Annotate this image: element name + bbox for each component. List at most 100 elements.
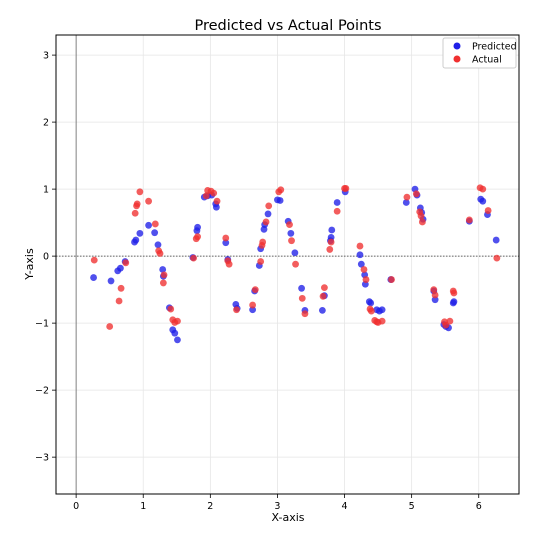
actual-point bbox=[265, 202, 273, 210]
actual-point bbox=[326, 246, 334, 253]
actual-point bbox=[159, 279, 167, 287]
predicted-point bbox=[117, 264, 124, 272]
predicted-point bbox=[328, 226, 336, 234]
actual-point bbox=[156, 250, 164, 257]
actual-point bbox=[262, 218, 270, 226]
predicted-point bbox=[159, 266, 167, 273]
actual-point bbox=[277, 186, 285, 194]
predicted-point bbox=[132, 236, 140, 244]
actual-point bbox=[133, 200, 141, 208]
predicted-point bbox=[479, 197, 487, 205]
actual-point bbox=[388, 276, 395, 283]
actual-point bbox=[319, 292, 327, 300]
actual-point bbox=[292, 260, 299, 268]
predicted-point bbox=[90, 274, 97, 281]
actual-point bbox=[151, 220, 159, 228]
actual-point bbox=[257, 258, 265, 265]
actual-point bbox=[122, 259, 130, 267]
actual-point bbox=[450, 289, 458, 297]
actual-point bbox=[136, 188, 144, 196]
actual-point bbox=[259, 238, 267, 246]
actual-point bbox=[225, 260, 233, 268]
y-tick-label: −2 bbox=[35, 386, 49, 397]
predicted-point bbox=[249, 306, 257, 314]
actual-point bbox=[412, 190, 420, 198]
predicted-point bbox=[222, 239, 230, 247]
x-tick-label: 3 bbox=[274, 501, 280, 512]
predicted-point bbox=[291, 249, 299, 257]
grid-lines bbox=[56, 35, 519, 494]
y-tick-label: 0 bbox=[43, 252, 49, 263]
actual-point bbox=[251, 286, 259, 294]
actual-point bbox=[430, 286, 438, 294]
actual-point bbox=[418, 218, 426, 226]
actual-point bbox=[190, 254, 197, 262]
legend-label-predicted: Predicted bbox=[472, 42, 517, 53]
predicted-point bbox=[402, 199, 410, 206]
actual-point bbox=[321, 284, 328, 292]
actual-point bbox=[90, 256, 98, 264]
y-axis-ticks: −3 −2 −1 0 1 2 3 bbox=[35, 51, 56, 464]
plot-frame bbox=[55, 34, 520, 495]
actual-point bbox=[465, 216, 473, 224]
actual-point bbox=[327, 238, 335, 246]
x-tick-label: 5 bbox=[409, 501, 415, 512]
actual-point bbox=[115, 297, 123, 305]
actual-point bbox=[342, 185, 350, 192]
x-tick-label: 4 bbox=[342, 501, 348, 512]
actual-point bbox=[167, 305, 175, 313]
y-axis-label: Y-axis bbox=[23, 248, 36, 281]
actual-point bbox=[484, 207, 492, 214]
predicted-point bbox=[318, 307, 326, 314]
actual-point bbox=[117, 284, 125, 292]
actual-point bbox=[493, 254, 501, 262]
predicted-point bbox=[378, 306, 386, 314]
legend-box bbox=[442, 37, 517, 69]
predicted-point bbox=[145, 221, 153, 229]
x-tick-label: 2 bbox=[207, 501, 213, 512]
predicted-point bbox=[357, 260, 365, 268]
y-tick-label: 1 bbox=[43, 185, 49, 196]
predicted-point bbox=[356, 251, 364, 259]
actual-point bbox=[360, 266, 368, 273]
predicted-point bbox=[264, 210, 272, 218]
actual-point bbox=[222, 234, 230, 242]
predicted-point bbox=[136, 229, 144, 237]
predicted-point bbox=[171, 329, 179, 337]
y-tick-label: 3 bbox=[43, 51, 49, 62]
predicted-point bbox=[327, 233, 335, 241]
actual-point bbox=[333, 207, 341, 215]
predicted-point bbox=[287, 229, 295, 237]
data-points bbox=[90, 184, 501, 344]
y-tick-label: −1 bbox=[35, 319, 49, 330]
predicted-point bbox=[154, 241, 162, 249]
actual-point bbox=[479, 185, 487, 193]
actual-point bbox=[417, 212, 425, 220]
predicted-point bbox=[298, 284, 305, 292]
actual-point bbox=[249, 301, 257, 309]
actual-point bbox=[362, 276, 370, 283]
predicted-point bbox=[151, 229, 159, 237]
x-tick-label: 1 bbox=[140, 501, 146, 512]
actual-point bbox=[431, 291, 439, 299]
actual-point bbox=[202, 192, 210, 200]
actual-point bbox=[378, 317, 386, 325]
actual-point bbox=[233, 306, 240, 314]
y-tick-label: −3 bbox=[35, 453, 49, 464]
legend: Predicted Actual bbox=[442, 37, 517, 69]
x-tick-label: 0 bbox=[73, 501, 79, 512]
predicted-point bbox=[194, 223, 201, 231]
actual-point bbox=[298, 294, 306, 302]
x-axis-label: X-axis bbox=[272, 511, 305, 524]
predicted-point bbox=[174, 336, 181, 344]
predicted-point bbox=[492, 236, 500, 244]
actual-point bbox=[145, 197, 153, 205]
predicted-point bbox=[107, 277, 115, 285]
actual-point bbox=[174, 317, 181, 325]
actual-point bbox=[446, 317, 454, 325]
y-tick-label: 2 bbox=[43, 118, 49, 129]
actual-point bbox=[160, 271, 168, 279]
chart-title: Predicted vs Actual Points bbox=[194, 18, 381, 34]
actual-point bbox=[403, 193, 411, 201]
